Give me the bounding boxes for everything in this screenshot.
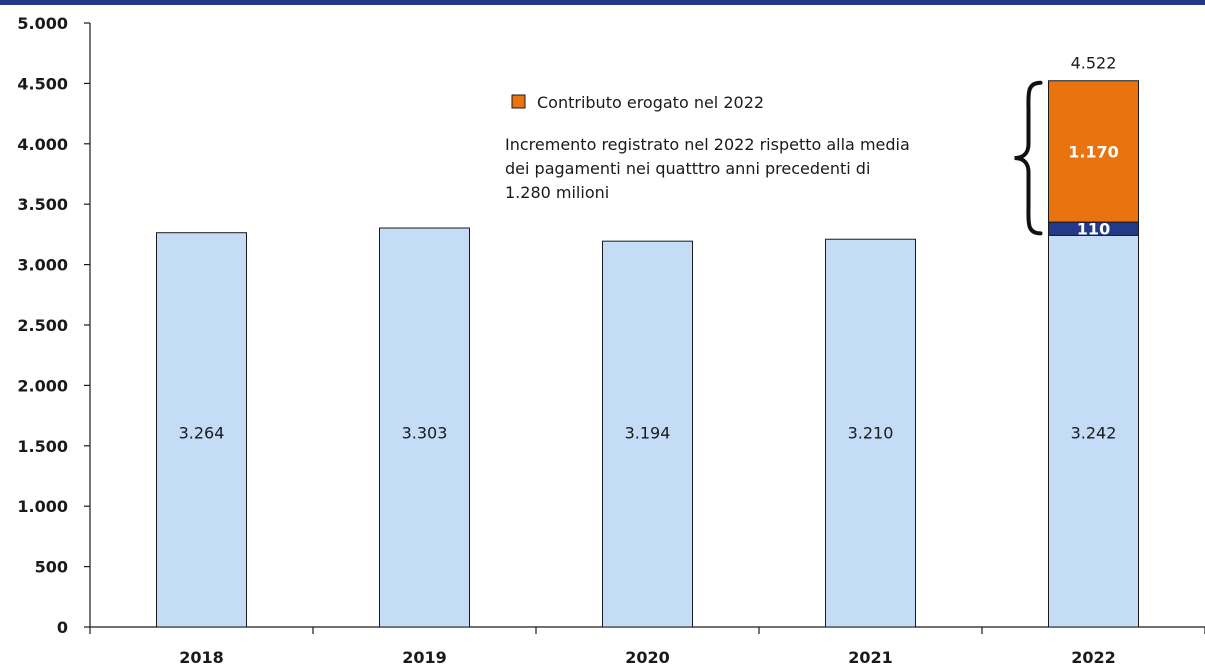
data-label-2019-0: 3.303 xyxy=(402,424,448,443)
annotation-line-2: dei pagamenti nei quatttro anni preceden… xyxy=(505,159,870,178)
x-category-label: 2020 xyxy=(625,648,670,665)
annotation-note: Incremento registrato nel 2022 rispetto … xyxy=(505,135,910,202)
y-tick-label: 4.500 xyxy=(17,74,68,93)
x-category-label: 2021 xyxy=(848,648,893,665)
x-axis: 2018 2019 2020 2021 2022 xyxy=(89,626,1205,665)
y-tick-label: 500 xyxy=(35,558,68,577)
bar-segment-2019-0 xyxy=(379,227,470,628)
legend-swatch-contributo xyxy=(511,94,526,109)
legend-label-contributo: Contributo erogato nel 2022 xyxy=(537,93,764,112)
data-label-2022-0: 3.242 xyxy=(1071,424,1117,443)
y-tick-label: 1.500 xyxy=(17,437,68,456)
y-tick-label: 2.000 xyxy=(17,376,68,395)
bar-segment-2018-0 xyxy=(156,232,247,628)
data-label-2018-0: 3.264 xyxy=(179,424,225,443)
legend: Contributo erogato nel 2022 xyxy=(511,93,764,112)
data-label-2020-0: 3.194 xyxy=(625,424,671,443)
bars xyxy=(156,80,1139,628)
total-label-2022: 4.522 xyxy=(1071,54,1117,73)
x-category-label: 2019 xyxy=(402,648,447,665)
data-label-2022-1: 110 xyxy=(1077,220,1110,239)
y-tick-label: 3.000 xyxy=(17,256,68,275)
top-border-bar xyxy=(0,0,1205,5)
y-tick-label: 2.500 xyxy=(17,316,68,335)
x-category-label: 2022 xyxy=(1071,648,1116,665)
annotation-line-3: 1.280 milioni xyxy=(505,183,609,202)
data-label-2022-2: 1.170 xyxy=(1068,142,1119,161)
bar-segment-2022-2 xyxy=(1048,80,1139,223)
annotation-line-1: Incremento registrato nel 2022 rispetto … xyxy=(505,135,910,154)
bar-segment-2022-0 xyxy=(1048,234,1139,628)
bar-labels: 3.264 3.303 3.194 3.210 3.242 110 1.170 4.522 xyxy=(179,54,1119,443)
y-tick-label: 3.500 xyxy=(17,195,68,214)
bar-segment-2021-0 xyxy=(825,238,916,628)
y-tick-label: 1.000 xyxy=(17,497,68,516)
data-label-2021-0: 3.210 xyxy=(848,424,894,443)
y-tick-label: 4.000 xyxy=(17,135,68,154)
bar-segment-2020-0 xyxy=(602,240,693,628)
x-category-label: 2018 xyxy=(179,648,224,665)
y-tick-label: 0 xyxy=(57,618,68,637)
y-axis: 0 500 1.000 1.500 2.000 2.500 3.000 3.500 4.000 4… xyxy=(17,14,91,637)
curly-brace xyxy=(1014,80,1043,236)
y-tick-label: 5.000 xyxy=(17,14,68,33)
